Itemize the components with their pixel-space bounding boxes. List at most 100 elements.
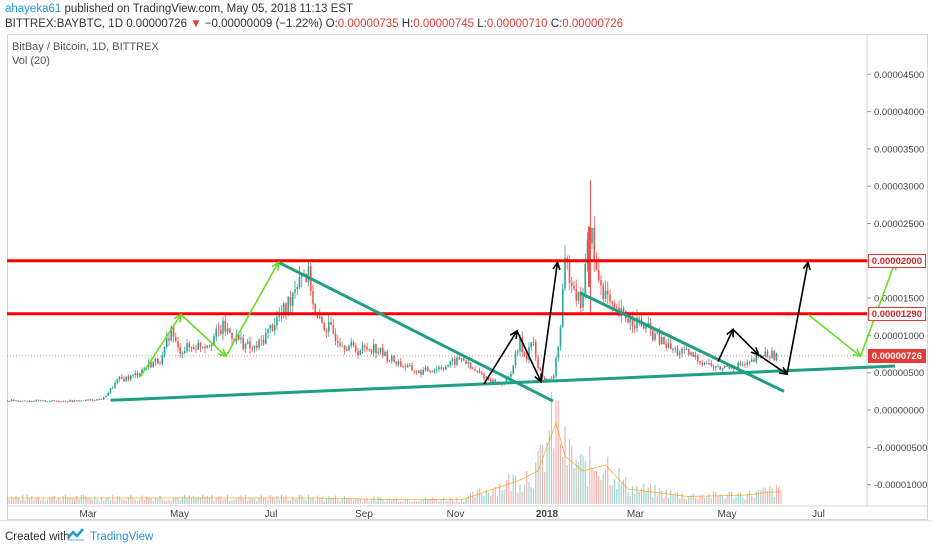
volume-bar xyxy=(368,501,370,504)
volume-bar xyxy=(721,495,724,504)
candle-body xyxy=(244,343,247,350)
volume-bar xyxy=(73,499,76,504)
volume-bar xyxy=(40,500,42,504)
projection-arrow-segment[interactable] xyxy=(717,329,734,362)
projection-arrow-segment[interactable] xyxy=(225,261,280,357)
candle-body xyxy=(381,347,384,356)
volume-bar xyxy=(355,498,357,504)
volume-bar xyxy=(449,497,451,504)
candle-body xyxy=(213,336,215,345)
projection-arrow-segment[interactable] xyxy=(758,354,788,375)
volume-bar xyxy=(584,460,586,504)
candle-body xyxy=(359,350,362,355)
candle-body xyxy=(314,303,317,313)
candle-body xyxy=(611,301,614,304)
price-axis-tag: 0.00002000 xyxy=(867,253,926,268)
projection-arrow-segment[interactable] xyxy=(483,330,518,385)
candle-body xyxy=(285,303,287,314)
volume-bar xyxy=(460,499,463,504)
last-price: 0.00000726 xyxy=(126,18,187,30)
candle-body xyxy=(87,399,89,401)
volume-bar xyxy=(402,501,404,504)
projection-arrow-segment[interactable] xyxy=(516,330,542,382)
author-link[interactable]: ahayeka61 xyxy=(5,3,62,15)
candle-body xyxy=(386,351,389,362)
trendline[interactable] xyxy=(579,291,785,393)
candle-body xyxy=(591,227,593,244)
projection-arrow-segment[interactable] xyxy=(180,313,227,357)
candle-body xyxy=(458,357,461,360)
candle-body xyxy=(575,288,578,301)
volume-bar xyxy=(285,495,287,504)
volume-bar xyxy=(397,501,400,504)
volume-bar xyxy=(242,498,244,504)
candle-body xyxy=(451,359,454,361)
volume-bar xyxy=(769,486,771,504)
candle-body xyxy=(654,333,656,340)
volume-bar xyxy=(415,501,418,504)
volume-bar xyxy=(325,498,328,504)
volume-bar xyxy=(463,501,465,504)
volume-bar xyxy=(683,498,685,504)
candle-body xyxy=(152,361,155,368)
volume-bar xyxy=(609,485,611,504)
volume-bar xyxy=(773,496,775,504)
candle-body xyxy=(269,324,272,329)
volume-bar xyxy=(607,456,609,504)
volume-bar xyxy=(395,498,397,504)
candle-body xyxy=(336,341,339,343)
volume-bar xyxy=(332,498,334,504)
projection-arrow-segment[interactable] xyxy=(139,314,182,377)
price-chart[interactable]: 0.00004500 0.00004000 0.00003500 0.00003000… xyxy=(7,34,928,520)
tradingview-brand-link[interactable]: TradingView xyxy=(90,531,154,543)
volume-bar xyxy=(276,495,278,504)
candle-body xyxy=(307,266,310,283)
projection-arrow-segment[interactable] xyxy=(786,262,809,375)
candle-body xyxy=(181,353,184,355)
trendline[interactable] xyxy=(277,260,554,403)
candle-body xyxy=(192,346,195,350)
arrowhead-icon xyxy=(552,260,561,271)
volume-bar xyxy=(127,497,130,504)
volume-bar xyxy=(577,462,580,504)
candle-body xyxy=(143,368,146,370)
candle-body xyxy=(748,361,751,363)
candle-body xyxy=(759,354,762,357)
candle-body xyxy=(21,400,24,402)
volume-bar xyxy=(213,500,215,504)
volume-bar xyxy=(580,453,582,504)
volume-bar xyxy=(206,495,208,504)
volume-bar xyxy=(37,497,40,504)
volume-bar xyxy=(78,499,80,504)
volume-bar xyxy=(132,497,134,504)
candle-body xyxy=(519,337,521,352)
candle-body xyxy=(514,352,517,366)
candle-body xyxy=(51,400,53,402)
trendline[interactable] xyxy=(110,364,896,402)
volume-bar xyxy=(134,499,136,504)
candle-body xyxy=(528,347,530,360)
volume-bar xyxy=(215,497,217,504)
volume-bar xyxy=(211,494,213,504)
volume-bar xyxy=(168,499,170,504)
volume-bar xyxy=(125,500,127,504)
volume-bar xyxy=(217,496,220,504)
candle-body xyxy=(676,348,679,355)
volume-bar xyxy=(96,499,98,504)
candle-body xyxy=(318,316,321,318)
volume-bar xyxy=(537,451,539,504)
projection-arrow-segment[interactable] xyxy=(540,262,559,382)
volume-bar xyxy=(292,496,294,504)
volume-bar xyxy=(366,498,368,504)
projection-arrow-segment[interactable] xyxy=(732,328,760,356)
volume-bar xyxy=(411,501,413,504)
volume-bar xyxy=(685,499,688,504)
volume-bar xyxy=(602,473,604,504)
volume-bar xyxy=(166,500,168,504)
projection-arrow-segment[interactable] xyxy=(807,313,861,357)
volume-bar xyxy=(676,492,679,504)
volume-bar xyxy=(487,492,490,504)
price-axis-tag: 0.00001290 xyxy=(867,306,926,321)
volume-bar xyxy=(202,494,204,504)
legend-title: BitBay / Bitcoin, 1D, BITTREX xyxy=(12,41,159,53)
